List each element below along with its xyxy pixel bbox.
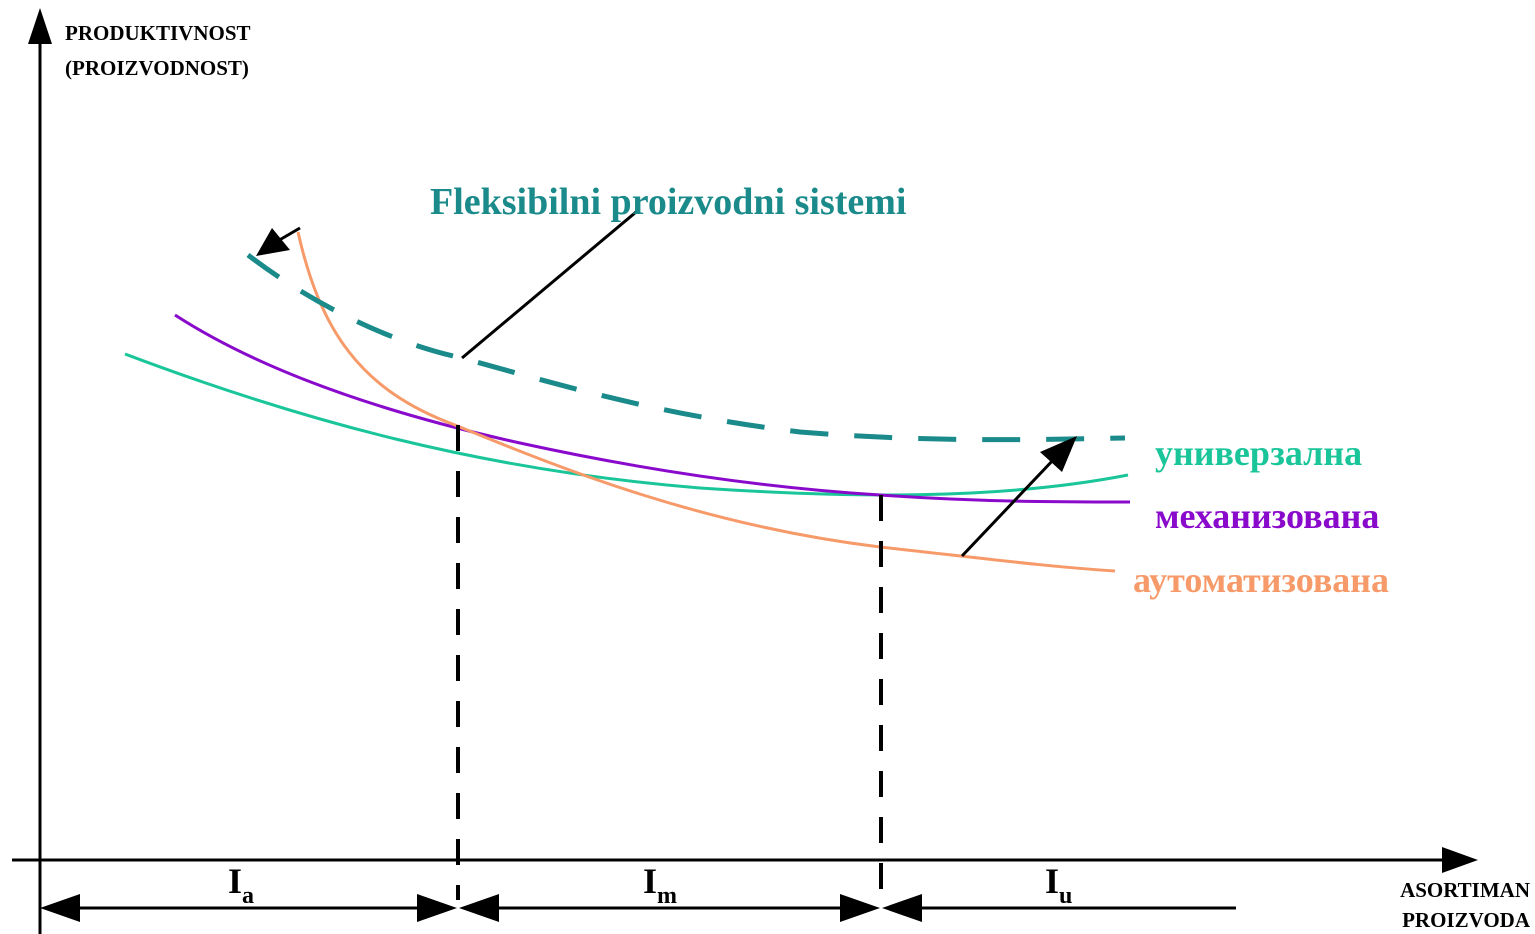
x-axis-label-line1: ASORTIMAN: [1400, 878, 1530, 902]
univerzalna-label: универзална: [1155, 433, 1362, 473]
mehanizovana-label: механизована: [1155, 496, 1379, 536]
automatizovana-curve: [296, 231, 1116, 573]
interval-arrows: [38, 876, 1236, 934]
y-axis: [28, 8, 52, 900]
interval-label-u: Iu: [1045, 861, 1072, 909]
univerzalna-curve: [124, 352, 1129, 497]
diagram-title: Fleksibilni proizvodni sistemi: [430, 181, 906, 223]
interval-label-a: Ia: [228, 861, 254, 909]
automatizovana-label: аутоматизована: [1133, 560, 1389, 600]
x-axis: [12, 847, 1478, 873]
title-leader-line: [461, 210, 637, 360]
fps-right-arrow: [960, 436, 1077, 558]
y-axis-label-line1: PRODUKTIVNOST: [65, 21, 251, 45]
y-axis-label-line2: (PROIZVODNOST): [65, 56, 249, 80]
fps-curve: [246, 253, 1126, 443]
interval-label-m: Im: [643, 861, 677, 909]
mehanizovana-curve: [174, 313, 1131, 504]
x-axis-label-line2: PROIZVODA: [1402, 908, 1531, 932]
interval-boundaries: [456, 425, 883, 900]
fps-left-arrow: [256, 226, 301, 256]
